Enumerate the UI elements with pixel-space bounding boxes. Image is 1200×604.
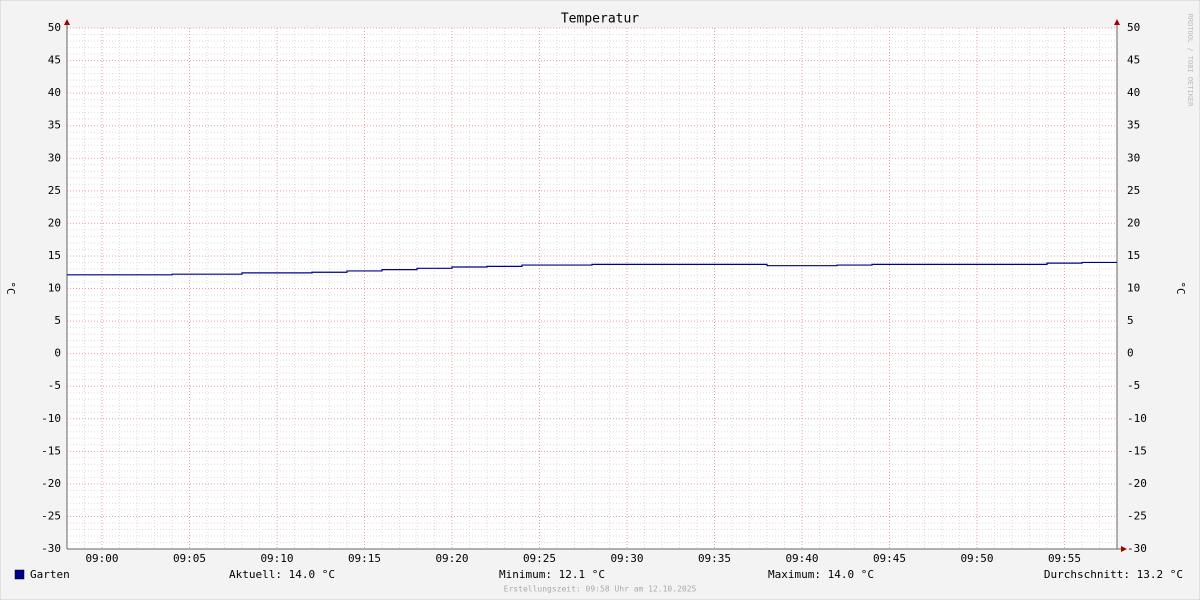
y-tick-label: 15 [48,249,61,262]
y-tick-label: 5 [54,314,61,327]
y2-tick-label: -30 [1127,542,1147,555]
y-tick-label: -10 [41,412,61,425]
x-tick-label: 09:45 [873,552,906,565]
axis-arrow [64,19,70,25]
y2-axis-label: °C [1174,281,1187,294]
x-tick-label: 09:15 [348,552,381,565]
x-tick-label: 09:20 [435,552,468,565]
y2-tick-label: 5 [1127,314,1134,327]
y-tick-label: -15 [41,444,61,457]
axis-arrow [1114,19,1120,25]
y2-tick-label: -20 [1127,477,1147,490]
y2-tick-label: 25 [1127,184,1140,197]
legend-label: Garten [30,568,70,581]
y-tick-label: 30 [48,151,61,164]
stat-min: Minimum: 12.1 °C [499,568,605,581]
y-tick-label: -5 [48,379,61,392]
x-tick-label: 09:25 [523,552,556,565]
x-tick-label: 09:35 [698,552,731,565]
y-tick-label: -20 [41,477,61,490]
y-tick-label: 50 [48,21,61,34]
y-tick-label: 45 [48,54,61,67]
y-tick-label: 25 [48,184,61,197]
y-tick-label: 40 [48,86,61,99]
y2-tick-label: 35 [1127,119,1140,132]
y-tick-label: -25 [41,509,61,522]
y2-tick-label: 0 [1127,347,1134,360]
y-tick-label: -30 [41,542,61,555]
y-tick-label: 0 [54,347,61,360]
x-tick-label: 09:30 [610,552,643,565]
x-tick-label: 09:55 [1048,552,1081,565]
minor-grid [67,28,1117,549]
y2-tick-label: 40 [1127,86,1140,99]
stat-avg: Durchschnitt: 13.2 °C [1044,568,1183,581]
footer: Erstellungszeit: 09:58 Uhr am 12.10.2025 [504,585,697,594]
y2-tick-label: 10 [1127,282,1140,295]
y-tick-label: 20 [48,216,61,229]
y-tick-label: 10 [48,282,61,295]
x-tick-label: 09:50 [960,552,993,565]
axis-arrow [1121,546,1127,552]
legend-swatch [14,569,25,580]
chart-title: Temperatur [561,12,639,27]
x-tick-label: 09:00 [85,552,118,565]
y2-tick-label: -15 [1127,444,1147,457]
y-axis-label: °C [4,281,17,294]
y2-tick-label: 30 [1127,151,1140,164]
x-tick-label: 09:05 [173,552,206,565]
y2-tick-label: -5 [1127,379,1140,392]
stat-max: Maximum: 14.0 °C [768,568,874,581]
stat-current: Aktuell: 14.0 °C [229,568,335,581]
series-line [67,261,1117,276]
y2-tick-label: -25 [1127,509,1147,522]
x-tick-label: 09:40 [785,552,818,565]
y2-tick-label: 20 [1127,216,1140,229]
y2-tick-label: -10 [1127,412,1147,425]
y2-tick-label: 45 [1127,54,1140,67]
watermark: RRDTOOL / TOBI OETIKER [1186,14,1194,108]
y2-tick-label: 50 [1127,21,1140,34]
x-tick-label: 09:10 [260,552,293,565]
y2-tick-label: 15 [1127,249,1140,262]
y-tick-label: 35 [48,119,61,132]
